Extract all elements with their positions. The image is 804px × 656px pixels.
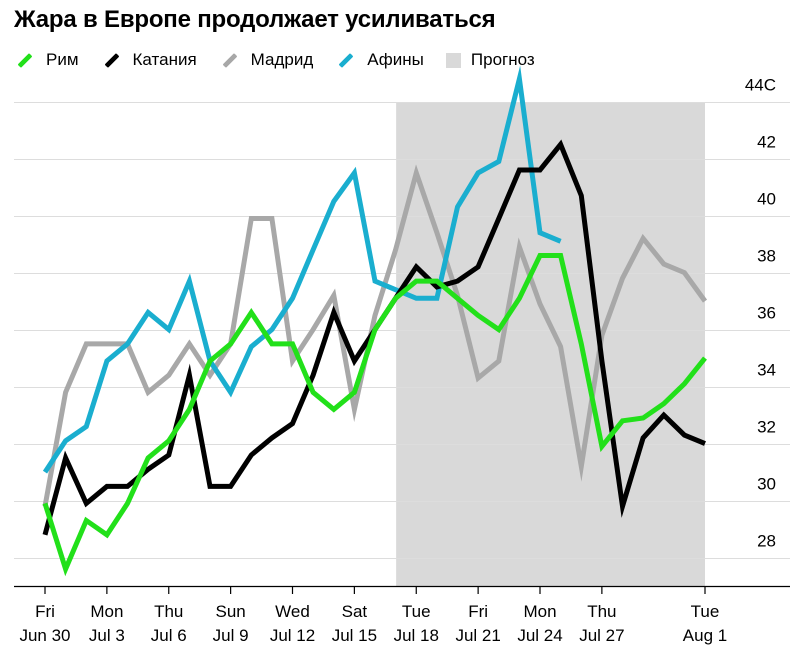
x-tick-label-date: Jul 6 <box>151 626 187 645</box>
legend-label-athens: Афины <box>367 50 424 69</box>
x-tick-label-date: Aug 1 <box>683 626 727 645</box>
x-tick-label-date: Jul 24 <box>517 626 562 645</box>
forecast-band <box>396 102 705 586</box>
y-tick-label: 38 <box>757 247 776 266</box>
x-tick-label-day: Thu <box>587 602 616 621</box>
legend-label-forecast: Прогноз <box>470 50 535 69</box>
x-tick-label-day: Mon <box>90 602 123 621</box>
y-tick-label: 44C <box>745 76 776 95</box>
chart-title: Жара в Европе продолжает усиливаться <box>14 6 496 33</box>
legend-swatch-forecast <box>445 52 461 68</box>
y-tick-label: 28 <box>757 532 776 551</box>
legend-label-madrid: Мадрид <box>250 50 314 69</box>
x-axis-ticks <box>44 586 706 594</box>
x-tick-label-day: Fri <box>468 602 488 621</box>
legend: Рим Катания Мадрид Афины Прогноз <box>14 50 557 70</box>
series-line-rome <box>42 253 707 577</box>
y-tick-label: 36 <box>757 304 776 323</box>
x-tick-label-day: Sat <box>342 602 368 621</box>
legend-label-catania: Катания <box>132 50 197 69</box>
y-tick-label: 32 <box>757 418 776 437</box>
x-tick-label-date: Jul 9 <box>213 626 249 645</box>
y-tick-label: 30 <box>757 475 776 494</box>
x-tick-label-date: Jul 12 <box>270 626 315 645</box>
legend-item-athens: Афины <box>335 50 424 70</box>
y-tick-label: 42 <box>757 133 776 152</box>
legend-item-forecast: Прогноз <box>445 50 535 70</box>
legend-item-rome: Рим <box>14 50 79 70</box>
x-axis-labels: Fri Jun 30 Mon Jul 3 Thu Jul 6 Sun Jul 9 Wed Jul … <box>19 602 727 645</box>
legend-item-madrid: Мадрид <box>219 50 314 70</box>
x-tick-label-day: Wed <box>275 602 310 621</box>
x-tick-label-day: Sun <box>216 602 246 621</box>
series-lines <box>42 65 708 577</box>
legend-label-rome: Рим <box>46 50 79 69</box>
series-line-madrid <box>42 164 708 507</box>
y-tick-label: 34 <box>757 361 776 380</box>
x-tick-label-date: Jul 15 <box>332 626 377 645</box>
x-tick-label-date: Jun 30 <box>19 626 70 645</box>
x-tick-label-date: Jul 21 <box>455 626 500 645</box>
y-axis-labels: 44C 42 40 38 36 34 32 30 28 <box>745 76 776 551</box>
x-tick-label-day: Tue <box>691 602 720 621</box>
x-tick-label-date: Jul 27 <box>579 626 624 645</box>
x-tick-label-date: Jul 3 <box>89 626 125 645</box>
x-tick-label-day: Thu <box>154 602 183 621</box>
x-tick-label-date: Jul 18 <box>394 626 439 645</box>
y-gridlines <box>14 102 790 559</box>
x-tick-label-day: Fri <box>35 602 55 621</box>
y-tick-label: 40 <box>757 190 776 209</box>
x-tick-label-day: Mon <box>523 602 556 621</box>
x-tick-label-day: Tue <box>402 602 431 621</box>
legend-item-catania: Катания <box>101 50 197 70</box>
series-line-athens <box>42 65 562 474</box>
